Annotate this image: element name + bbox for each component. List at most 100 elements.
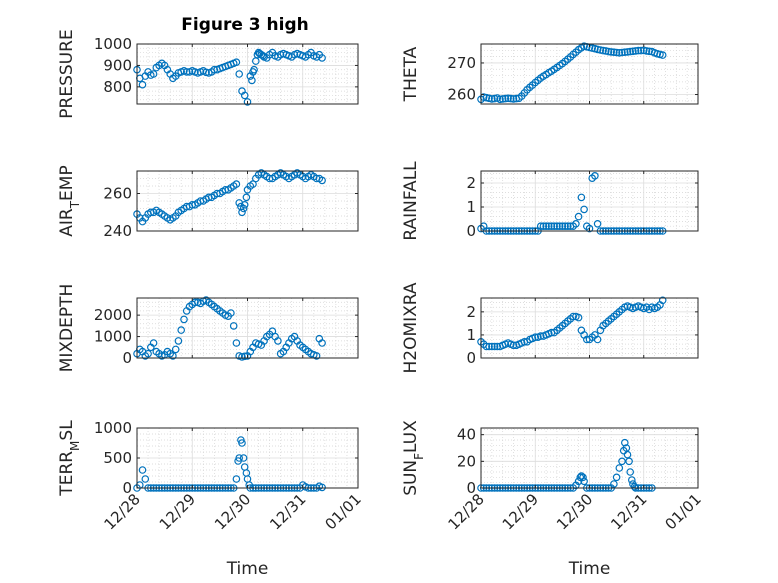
- data-point: [149, 339, 158, 347]
- data-point: [637, 46, 645, 55]
- subplot-6: 0 1 2 H2OMIXRA: [401, 282, 699, 374]
- data-point: [658, 296, 667, 305]
- y-tick-label: 500: [103, 449, 132, 467]
- data-point: [612, 48, 621, 57]
- data-point: [240, 91, 249, 100]
- y-tick-label: 1000: [94, 328, 132, 346]
- y-axis-label-subscript: M: [68, 441, 82, 451]
- data-point: [243, 98, 252, 106]
- y-tick-label: 1000: [94, 419, 132, 437]
- y-tick-label: 40: [457, 426, 476, 444]
- data-point: [149, 70, 158, 78]
- subplot-3: 240 260 AIRTEMP: [57, 165, 359, 240]
- data-point: [485, 94, 493, 103]
- y-axis-label-tail: EMP: [57, 165, 77, 201]
- y-tick-label: 1: [466, 198, 476, 216]
- data-point: [558, 222, 567, 231]
- y-axis-label-main: THETA: [401, 46, 421, 102]
- figure-title: Figure 3 high: [181, 15, 309, 35]
- data-point: [626, 47, 635, 56]
- data-point: [539, 222, 548, 231]
- data-point: [615, 464, 624, 472]
- data-point: [485, 342, 493, 351]
- data-point: [563, 222, 572, 231]
- data-point: [620, 438, 629, 447]
- data-point: [229, 322, 238, 330]
- data-point: [174, 337, 183, 345]
- data-point: [574, 212, 583, 221]
- data-point: [536, 222, 545, 231]
- data-point: [138, 466, 147, 474]
- data-point: [593, 45, 602, 54]
- data-point: [623, 48, 632, 56]
- data-point: [238, 208, 246, 217]
- data-point: [248, 76, 256, 85]
- data-point: [580, 477, 588, 486]
- data-point: [318, 483, 326, 492]
- y-axis-label: RAINFALL: [401, 161, 421, 241]
- data-point: [242, 193, 251, 202]
- subplot-5: 0 1000 2000 MIXDEPTH: [57, 284, 359, 373]
- data-point: [239, 454, 248, 462]
- data-point: [574, 313, 583, 322]
- data-point: [169, 352, 177, 360]
- data-point: [496, 95, 504, 104]
- data-point: [177, 326, 186, 334]
- data-point: [591, 172, 599, 180]
- data-point: [488, 95, 496, 103]
- y-axis-label-subscript: F: [412, 453, 426, 460]
- data-point: [318, 54, 326, 62]
- data-point: [235, 454, 244, 462]
- y-axis-label: AIRTEMP: [57, 165, 82, 236]
- x-axis-label: Time: [568, 559, 611, 579]
- y-tick-label: 240: [103, 222, 132, 240]
- data-point: [312, 352, 321, 360]
- data-point: [569, 312, 578, 321]
- data-point: [227, 309, 235, 317]
- data-point: [141, 475, 150, 483]
- y-tick-label: 270: [447, 54, 476, 72]
- data-point: [506, 94, 515, 103]
- y-tick-label: 1000: [94, 35, 132, 53]
- y-axis-label: MIXDEPTH: [57, 284, 77, 373]
- data-point: [318, 176, 326, 185]
- data-point: [482, 342, 491, 351]
- data-point: [607, 48, 616, 56]
- y-axis-label: H2OMIXRA: [401, 282, 421, 373]
- data-point: [585, 224, 594, 233]
- data-point: [553, 222, 561, 231]
- y-axis-label-tail: LUX: [401, 420, 421, 453]
- data-point: [626, 468, 635, 476]
- data-point: [572, 220, 580, 228]
- data-point: [542, 222, 550, 231]
- data-point: [509, 341, 518, 350]
- y-tick-label: 900: [103, 56, 132, 74]
- data-point: [544, 222, 553, 231]
- data-point: [555, 222, 564, 231]
- y-tick-label: 0: [466, 349, 476, 367]
- data-point: [576, 473, 585, 482]
- y-tick-label: 260: [447, 86, 476, 104]
- data-point: [612, 473, 621, 482]
- y-axis-label-main: SUN: [401, 460, 421, 496]
- data-point: [250, 65, 258, 74]
- data-point: [232, 180, 241, 188]
- data-point: [599, 46, 607, 55]
- data-point: [631, 47, 640, 55]
- data-point: [531, 333, 540, 342]
- y-axis-label-main: AIR: [57, 208, 77, 237]
- data-point: [618, 457, 626, 466]
- data-point: [642, 47, 651, 55]
- data-point: [493, 342, 502, 351]
- data-point: [235, 70, 244, 78]
- y-axis-label-main: MIXDEPTH: [57, 284, 77, 373]
- y-tick-label: 0: [122, 349, 132, 367]
- data-point: [580, 205, 588, 214]
- data-point: [239, 204, 248, 213]
- y-axis-label-main: PRESSURE: [57, 29, 77, 118]
- y-axis-label: TERRMSL: [57, 420, 82, 497]
- data-point: [579, 473, 587, 482]
- data-point: [625, 457, 633, 466]
- data-point: [561, 222, 569, 231]
